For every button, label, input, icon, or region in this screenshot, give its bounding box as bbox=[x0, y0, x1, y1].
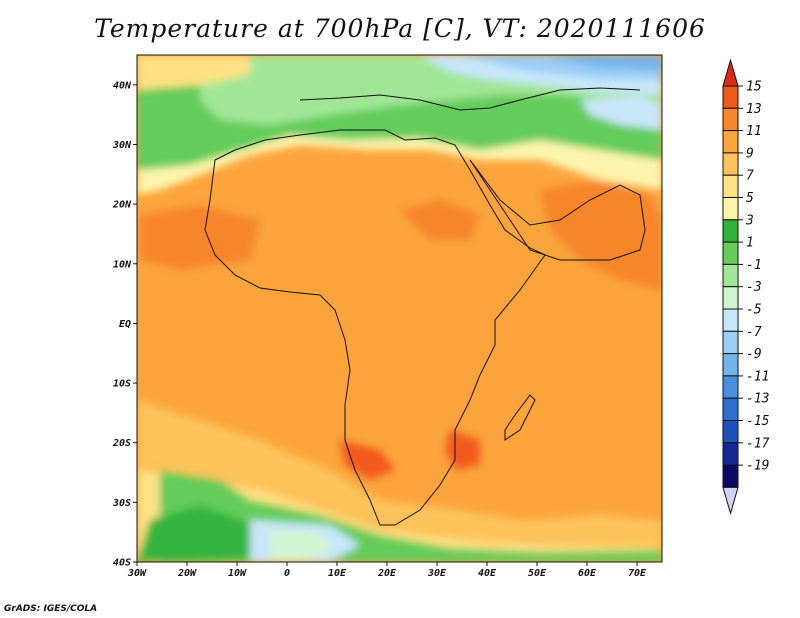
x-tick-label: 20W bbox=[177, 568, 197, 579]
x-tick-label: 30W bbox=[127, 568, 147, 579]
y-tick-label: 40N bbox=[113, 80, 132, 91]
coastlines bbox=[204, 87, 646, 526]
x-tick-label: 0 bbox=[284, 568, 290, 579]
colorbar-swatch bbox=[722, 397, 739, 422]
colorbar: 15 13 11 9 7 5 3 1 -1 -3 -5 -7 -9 -11 -13 -15 -17 -19 bbox=[722, 58, 770, 516]
colorbar-label: 15 bbox=[746, 80, 762, 95]
y-tick-label: 30N bbox=[112, 140, 132, 151]
colorbar-swatch bbox=[722, 308, 739, 332]
colorbar-swatch bbox=[722, 286, 739, 310]
colorbar-label: 7 bbox=[746, 169, 754, 184]
x-tick-label: 70E bbox=[628, 568, 647, 579]
colorbar-label: 5 bbox=[746, 191, 754, 206]
colorbar-swatch bbox=[722, 241, 739, 265]
plot-frame bbox=[136, 54, 663, 563]
colorbar-swatch bbox=[722, 174, 739, 198]
x-tick-label: 40E bbox=[478, 568, 497, 579]
colorbar-label: -17 bbox=[746, 436, 770, 451]
colorbar-swatch bbox=[722, 420, 739, 444]
colorbar-label: -5 bbox=[746, 303, 762, 318]
colorbar-label: -9 bbox=[746, 347, 762, 362]
map-title: Temperature at 700hPa [C], VT: 202011160… bbox=[94, 14, 706, 43]
colorbar-swatch bbox=[722, 197, 739, 221]
colorbar-label: -7 bbox=[746, 325, 762, 340]
colorbar-swatch bbox=[722, 219, 739, 243]
x-tick-label: 50E bbox=[528, 568, 547, 579]
colorbar-label: 11 bbox=[746, 124, 762, 139]
x-tick-label: 60E bbox=[578, 568, 597, 579]
x-tick-label: 10E bbox=[328, 568, 347, 579]
colorbar-swatch bbox=[722, 353, 739, 377]
y-tick-label: 10S bbox=[113, 379, 131, 390]
x-tick-label: 30E bbox=[427, 568, 447, 579]
colorbar-swatch bbox=[722, 85, 739, 109]
colorbar-label: 3 bbox=[745, 213, 754, 228]
colorbar-label: -1 bbox=[746, 258, 762, 273]
x-tick-label: 20E bbox=[377, 568, 397, 579]
colorbar-swatch bbox=[722, 130, 739, 154]
grads-credit: GrADS: IGES/COLA bbox=[4, 604, 98, 614]
temperature-field bbox=[137, 55, 662, 562]
y-tick-label: 20N bbox=[112, 200, 132, 211]
colorbar-label: 13 bbox=[746, 102, 762, 117]
colorbar-label: -19 bbox=[746, 459, 769, 474]
colorbar-swatch bbox=[722, 464, 739, 488]
colorbar-swatch bbox=[722, 375, 739, 399]
colorbar-label: -13 bbox=[746, 392, 769, 407]
colorbar-bottom-arrow bbox=[722, 486, 739, 516]
colorbar-label: 1 bbox=[746, 236, 754, 251]
colorbar-swatch bbox=[722, 442, 739, 466]
y-tick-label: 20S bbox=[112, 438, 131, 449]
colorbar-swatch bbox=[722, 263, 739, 288]
colorbar-top-arrow bbox=[722, 58, 739, 87]
colorbar-swatch bbox=[722, 152, 739, 176]
colorbar-label: -3 bbox=[746, 280, 762, 295]
y-tick-label: EQ bbox=[119, 319, 131, 330]
colorbar-label: -15 bbox=[746, 414, 770, 429]
x-tick-label: 10W bbox=[228, 568, 247, 579]
colorbar-swatch bbox=[722, 330, 739, 355]
colorbar-label: 9 bbox=[746, 146, 754, 161]
y-tick-label: 30S bbox=[112, 498, 131, 509]
y-axis: 40N 30N 20N 10N EQ 10S 20S 30S 40S bbox=[112, 80, 137, 569]
colorbar-label: -11 bbox=[746, 369, 769, 384]
x-axis: 30W 20W 10W 0 10E 20E 30E 40E 50E 60E 70E bbox=[127, 562, 647, 579]
y-tick-label: 10N bbox=[113, 259, 132, 270]
colorbar-swatch bbox=[722, 107, 739, 132]
y-tick-label: 40S bbox=[113, 558, 131, 569]
